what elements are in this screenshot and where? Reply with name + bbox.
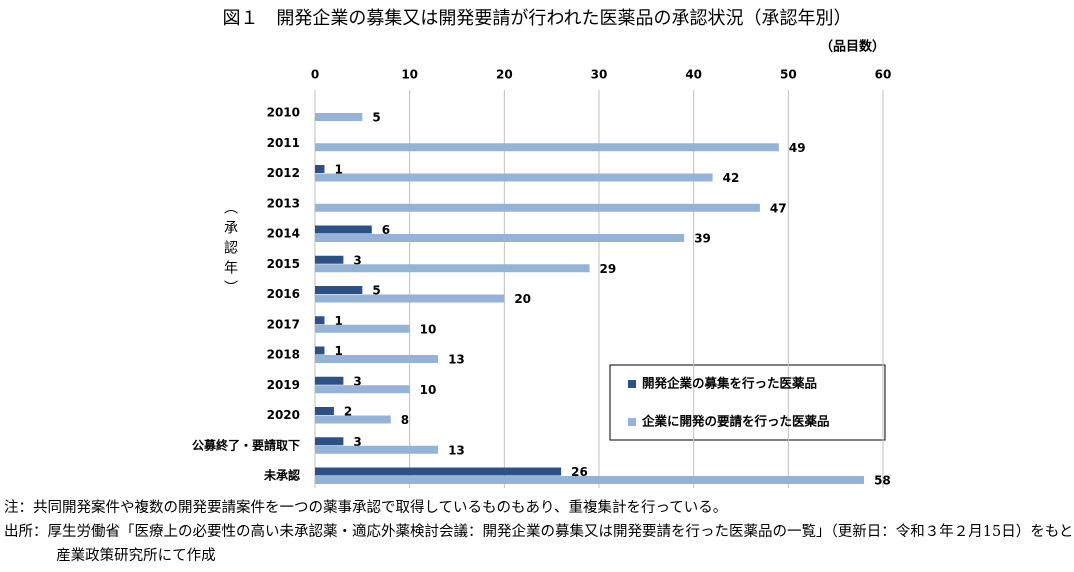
y-tick-label: 2017: [267, 317, 300, 331]
value-label: 47: [770, 201, 787, 215]
x-tick-label: 0: [311, 68, 319, 82]
legend-label: 企業に開発の要請を行った医薬品: [641, 414, 830, 429]
y-tick-label: 2013: [267, 196, 300, 210]
y-tick-label: 2010: [267, 106, 300, 120]
bar: [315, 355, 439, 363]
value-label: 10: [420, 383, 437, 397]
bar: [315, 346, 325, 355]
value-label: 5: [372, 111, 380, 125]
value-label: 26: [571, 465, 588, 479]
y-tick-label: 2020: [267, 408, 300, 422]
bar: [315, 165, 325, 173]
bar: [315, 476, 865, 484]
value-label: 39: [694, 232, 711, 246]
chart-title: 図１ 開発企業の募集又は開発要請が行われた医薬品の承認状況（承認年別）: [222, 8, 852, 29]
y-tick-label: 2016: [267, 287, 300, 301]
bar: [315, 385, 410, 394]
value-label: 3: [353, 374, 361, 388]
x-tick-label: 60: [875, 68, 892, 82]
value-label: 1: [334, 163, 342, 177]
y-tick-label: 2012: [267, 166, 300, 180]
value-label: 20: [514, 292, 531, 306]
y-axis-label: （承認年）: [222, 200, 238, 300]
legend-box: [609, 364, 886, 441]
x-axis-label: （品目数）: [820, 39, 885, 55]
bar: [315, 316, 325, 325]
bar: [315, 255, 344, 264]
bar: [315, 173, 713, 182]
value-label: 42: [723, 171, 740, 185]
x-tick-label: 10: [401, 68, 418, 82]
x-tick-label: 40: [685, 68, 702, 82]
x-tick-label: 50: [780, 68, 797, 82]
bar: [315, 264, 590, 273]
bar: [315, 294, 505, 303]
value-label: 10: [420, 322, 437, 336]
value-label: 5: [372, 284, 380, 298]
y-tick-label: 2015: [267, 257, 300, 271]
bar: [315, 203, 760, 212]
value-label: 13: [448, 443, 465, 457]
x-tick-label: 20: [496, 68, 513, 82]
y-tick-label: 2011: [267, 136, 300, 150]
bar: [315, 407, 334, 415]
bar: [315, 445, 439, 454]
source: 出所：厚生労働省「医療上の必要性の高い未承認薬・適応外薬検討会議：開発企業の募集…: [4, 524, 1074, 564]
bar: [315, 324, 410, 333]
y-tick-label: 2019: [267, 378, 300, 392]
note: 注：共同開発案件や複数の開発要請案件を一つの薬事承認で取得しているものもあり、重…: [4, 500, 728, 516]
x-tick-label: 30: [591, 68, 608, 82]
value-label: 49: [789, 141, 806, 155]
value-label: 3: [353, 435, 361, 449]
bar: [315, 467, 562, 476]
value-label: 29: [600, 262, 617, 276]
bar: [315, 225, 372, 234]
bar: [315, 437, 344, 446]
bar: [315, 415, 391, 424]
value-label: 58: [874, 474, 891, 488]
bar: [315, 286, 363, 294]
y-tick-label: 未承認: [263, 468, 300, 483]
bar: [315, 143, 779, 152]
y-tick-label: 2018: [267, 348, 300, 362]
value-label: 2: [344, 405, 352, 419]
value-label: 8: [401, 413, 409, 427]
value-label: 1: [334, 344, 342, 358]
legend-label: 開発企業の募集を行った医薬品: [642, 376, 817, 391]
value-label: 1: [334, 314, 342, 328]
value-label: 6: [382, 223, 390, 237]
y-tick-label: 公募終了・要請取下: [192, 437, 300, 452]
legend-swatch: [628, 380, 636, 388]
y-tick-label: 2014: [267, 227, 300, 241]
bar: [315, 234, 685, 242]
bar: [315, 113, 363, 121]
value-label: 3: [353, 253, 361, 267]
bar: [315, 376, 344, 385]
value-label: 13: [448, 353, 465, 367]
legend-swatch: [628, 418, 636, 426]
